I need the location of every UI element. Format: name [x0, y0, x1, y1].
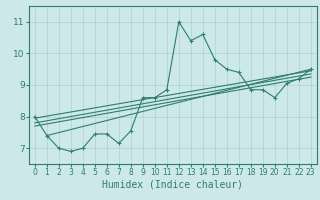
X-axis label: Humidex (Indice chaleur): Humidex (Indice chaleur) [102, 180, 243, 190]
